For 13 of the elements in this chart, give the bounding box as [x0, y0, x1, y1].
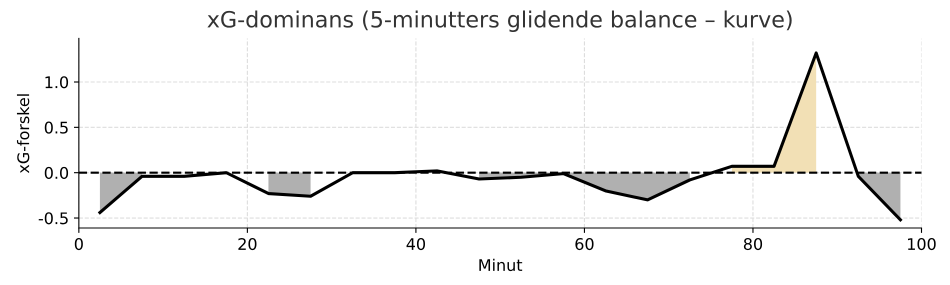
y-tick-label: 0.5: [44, 122, 68, 134]
x-tick-label: 60: [575, 238, 594, 250]
y-tick-label: 1.0: [45, 76, 68, 88]
y-tick-label: 0.0: [44, 166, 68, 179]
x-tick-label: 80: [744, 238, 762, 250]
x-tick-label: 0: [74, 238, 83, 250]
x-tick-label: 100: [908, 238, 936, 250]
y-tick-label: -0.5: [38, 212, 68, 224]
x-axis-title: Minut: [479, 258, 522, 272]
chart-title: xG-dominans (5-minutters glidende balance – kurve): [207, 10, 792, 32]
x-tick-label: 40: [406, 238, 426, 250]
x-tick-label: 20: [238, 238, 256, 250]
y-axis-title: xG-forskel: [16, 94, 30, 174]
